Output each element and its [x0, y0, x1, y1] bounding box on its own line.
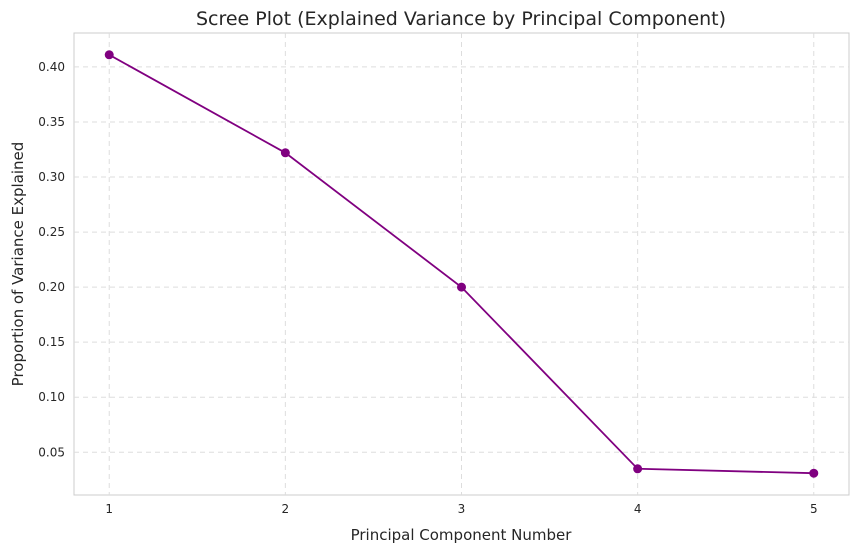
data-point — [809, 468, 819, 478]
plot-area — [73, 32, 850, 496]
data-point — [104, 50, 114, 60]
chart-title: Scree Plot (Explained Variance by Princi… — [196, 8, 726, 30]
data-point — [633, 464, 643, 474]
y-tick-label: 0.30 — [38, 170, 65, 184]
x-tick-label: 4 — [634, 502, 642, 516]
y-axis-title: Proportion of Variance Explained — [9, 142, 27, 387]
x-tick-label: 2 — [282, 502, 290, 516]
data-point — [457, 282, 466, 292]
y-tick-label: 0.40 — [38, 60, 65, 74]
y-tick-label: 0.05 — [38, 445, 65, 459]
series-layer — [104, 50, 819, 478]
x-axis-title: Principal Component Number — [351, 526, 573, 544]
x-tick-label: 5 — [810, 502, 818, 516]
y-tick-label: 0.20 — [38, 280, 65, 294]
y-tick-label: 0.10 — [38, 390, 65, 404]
x-tick-label: 3 — [458, 502, 466, 516]
x-tick-label: 1 — [105, 502, 113, 516]
data-point — [280, 148, 290, 158]
y-tick-label: 0.25 — [38, 225, 65, 239]
tick-layer: 1 2 3 4 5 0.05 0.10 0.15 0.20 0.25 0.30 0.35 0.40 — [38, 60, 817, 516]
y-tick-label: 0.35 — [38, 115, 65, 129]
y-tick-label: 0.15 — [38, 335, 65, 349]
